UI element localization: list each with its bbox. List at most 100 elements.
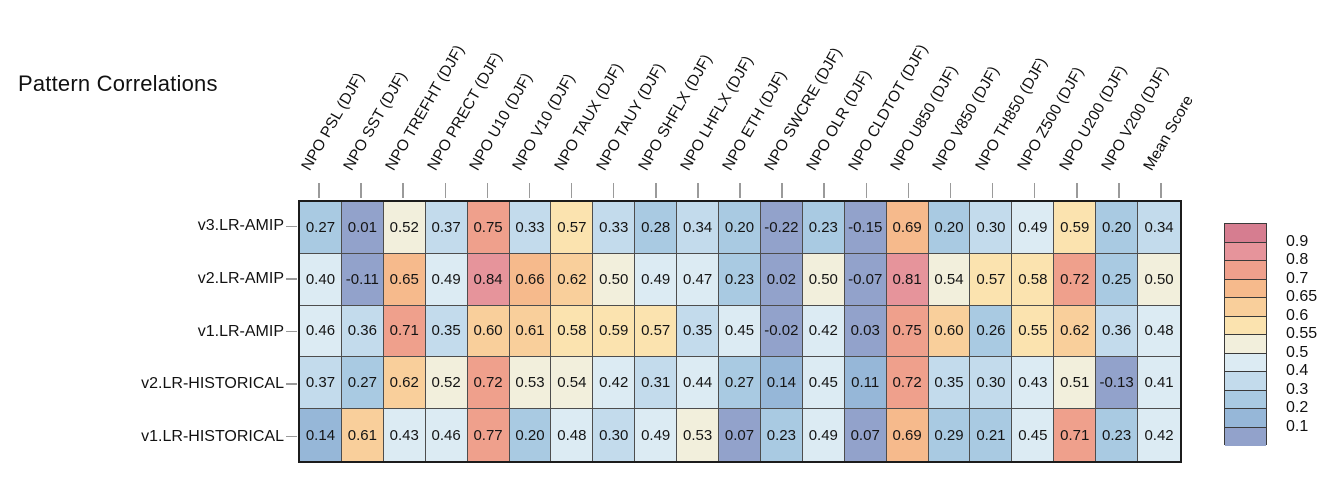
legend-color-band — [1225, 372, 1266, 391]
heatmap-cell: 0.14 — [760, 357, 803, 410]
heatmap-cell: 0.02 — [760, 253, 803, 306]
heatmap-cell: -0.07 — [844, 253, 887, 306]
heatmap-cell: 0.41 — [1138, 357, 1180, 410]
legend-color-band — [1225, 335, 1266, 354]
heatmap-cell: 0.62 — [551, 253, 594, 306]
legend-color-band — [1225, 298, 1266, 317]
column-tick — [781, 183, 783, 198]
chart-title: Pattern Correlations — [18, 71, 218, 96]
heatmap-cell: 0.72 — [886, 357, 929, 410]
heatmap-cell: 0.33 — [509, 202, 552, 254]
column-tick — [949, 183, 952, 198]
heatmap-cell: 0.61 — [509, 305, 552, 358]
heatmap-cell: 0.62 — [1054, 305, 1097, 358]
column-tick — [865, 183, 868, 198]
legend-tick-label: 0.9 — [1286, 232, 1309, 250]
legend-tick-label: 0.2 — [1286, 399, 1309, 416]
heatmap-cell: -0.11 — [341, 253, 384, 306]
heatmap-cell: 0.60 — [467, 305, 510, 358]
heatmap-cell: 0.69 — [886, 409, 929, 461]
heatmap-cell: 0.43 — [383, 409, 426, 461]
heatmap-cell: 0.69 — [886, 202, 929, 254]
heatmap-cell: 0.49 — [802, 409, 845, 461]
heatmap-cell: 0.46 — [300, 305, 342, 358]
heatmap-cell: 0.31 — [635, 357, 678, 410]
heatmap-cell: 0.20 — [719, 202, 761, 254]
row-tick — [286, 330, 297, 333]
legend-color-band — [1225, 390, 1266, 409]
heatmap-cell: 0.07 — [719, 409, 761, 461]
heatmap-cell: 0.28 — [635, 202, 678, 254]
heatmap-cell: 0.50 — [802, 253, 845, 306]
heatmap-cell: -0.02 — [760, 305, 803, 358]
heatmap-cell: 0.35 — [677, 305, 720, 358]
heatmap-cell: 0.23 — [719, 253, 761, 306]
column-tick — [486, 183, 489, 198]
heatmap-cell: 0.65 — [383, 253, 426, 306]
heatmap-cell: 0.52 — [425, 357, 468, 410]
heatmap-cell: 0.35 — [928, 357, 971, 410]
legend-tick-label: 0.4 — [1286, 362, 1309, 379]
row-tick — [286, 225, 297, 228]
row-label: v1.LR-HISTORICAL — [141, 427, 284, 445]
heatmap-cell: 0.03 — [844, 305, 887, 358]
column-tick — [823, 183, 825, 198]
heatmap-cell: 0.75 — [886, 305, 929, 358]
heatmap-cell: 0.50 — [1138, 253, 1180, 306]
heatmap-cell: 0.07 — [844, 409, 887, 461]
heatmap-cell: 0.01 — [341, 202, 384, 254]
column-tick — [739, 183, 741, 198]
heatmap-cell: 0.27 — [300, 202, 342, 254]
legend-color-band — [1225, 242, 1266, 261]
heatmap-cell: 0.84 — [467, 253, 510, 306]
column-tick — [612, 183, 615, 198]
heatmap-grid: 0.27 0.01 0.52 0.37 0.75 0.33 0.57 0.33 0.28 0.34… — [298, 200, 1182, 463]
column-tick — [991, 183, 994, 198]
heatmap-cell: 0.51 — [1054, 357, 1097, 410]
heatmap-cell: 0.71 — [383, 305, 426, 358]
heatmap-cell: 0.48 — [1138, 305, 1180, 358]
legend-tick-label: 0.3 — [1286, 380, 1309, 398]
legend-tick-label: 0.55 — [1286, 325, 1318, 342]
heatmap-cell: 0.49 — [425, 253, 468, 306]
heatmap-cell: 0.37 — [300, 357, 342, 410]
column-tick — [360, 183, 362, 198]
heatmap-cell: 0.61 — [341, 409, 384, 461]
heatmap-cell: 0.21 — [970, 409, 1013, 461]
heatmap-cell: 0.42 — [593, 357, 636, 410]
column-tick — [907, 183, 910, 198]
legend-color-band — [1225, 353, 1266, 372]
legend-color-band — [1225, 427, 1266, 446]
heatmap-cell: 0.37 — [425, 202, 468, 254]
heatmap-cell: 0.75 — [467, 202, 510, 254]
heatmap-cell: 0.45 — [802, 357, 845, 410]
heatmap-cell: -0.15 — [844, 202, 887, 254]
heatmap-cell: 0.30 — [593, 409, 636, 461]
heatmap-cell: 0.29 — [928, 409, 971, 461]
heatmap-cell: 0.48 — [551, 409, 594, 461]
heatmap-cell: 0.47 — [677, 253, 720, 306]
heatmap-cell: 0.43 — [1012, 357, 1055, 410]
legend-tick-label: 0.6 — [1286, 306, 1309, 324]
heatmap-cell: 0.50 — [593, 253, 636, 306]
column-tick — [444, 183, 447, 198]
heatmap-cell: 0.57 — [551, 202, 594, 254]
heatmap-cell: 0.59 — [1054, 202, 1097, 254]
column-tick — [1118, 183, 1120, 198]
heatmap-cell: 0.45 — [1012, 409, 1055, 461]
column-tick — [655, 183, 657, 198]
heatmap-cell: 0.52 — [383, 202, 426, 254]
heatmap-cell: 0.46 — [425, 409, 468, 461]
legend-tick-label: 0.1 — [1286, 417, 1309, 435]
row-tick — [286, 383, 297, 385]
legend-tick-label: 0.65 — [1286, 288, 1318, 305]
column-tick — [528, 183, 531, 198]
heatmap-cell: 0.42 — [1138, 409, 1180, 461]
heatmap-cell: 0.26 — [970, 305, 1013, 358]
row-label: v1.LR-AMIP — [197, 322, 284, 340]
row-label: v2.LR-AMIP — [197, 269, 284, 287]
row-tick — [286, 278, 297, 280]
heatmap-cell: 0.30 — [970, 357, 1013, 410]
legend-color-band — [1225, 279, 1266, 298]
